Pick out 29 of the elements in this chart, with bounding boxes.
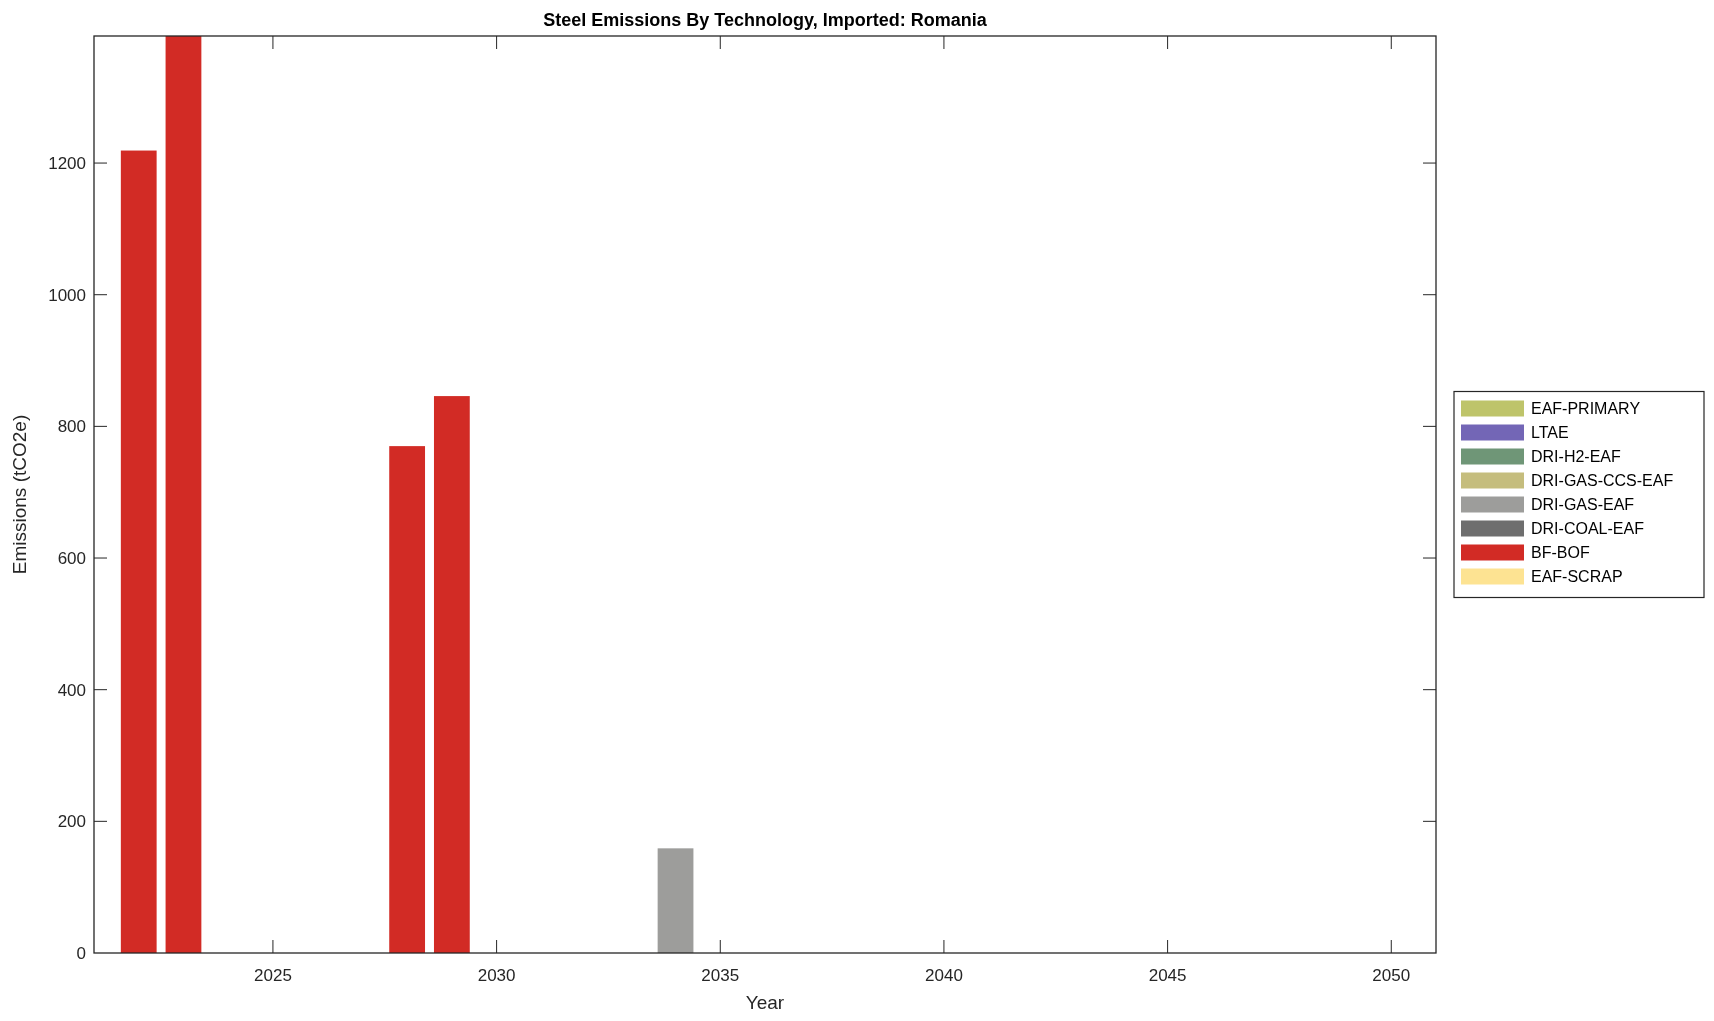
legend-label: DRI-GAS-CCS-EAF	[1531, 472, 1674, 490]
bar	[433, 396, 470, 953]
bar	[657, 848, 694, 953]
bar	[120, 150, 157, 953]
legend-label: DRI-COAL-EAF	[1531, 520, 1645, 538]
legend-label: LTAE	[1531, 424, 1569, 442]
y-tick-label: 0	[76, 943, 86, 963]
x-tick-label: 2035	[701, 966, 740, 985]
chart-title: Steel Emissions By Technology, Imported: Romania	[543, 10, 988, 30]
legend-label: EAF-SCRAP	[1531, 568, 1623, 586]
y-axis-title: Emissions (tCO2e)	[9, 414, 30, 575]
y-tick-label: 400	[57, 680, 86, 700]
x-axis-title: Year	[745, 992, 785, 1013]
x-tick-label: 2050	[1372, 966, 1411, 985]
y-tick-label: 200	[57, 812, 86, 832]
legend-label: DRI-H2-EAF	[1531, 448, 1622, 466]
x-tick-label: 2040	[925, 966, 963, 985]
y-tick-label: 600	[57, 548, 86, 568]
legend-label: EAF-PRIMARY	[1531, 400, 1641, 418]
legend-label: DRI-GAS-EAF	[1531, 496, 1635, 514]
y-tick-label: 800	[57, 417, 86, 437]
y-tick-label: 1200	[48, 154, 86, 173]
x-tick-label: 2025	[254, 966, 292, 985]
bar	[165, 36, 202, 953]
x-tick-label: 2030	[477, 966, 516, 985]
bar	[389, 446, 426, 953]
y-tick-label: 1000	[48, 285, 86, 305]
legend-label: BF-BOF	[1531, 544, 1590, 562]
x-tick-label: 2045	[1148, 966, 1187, 985]
